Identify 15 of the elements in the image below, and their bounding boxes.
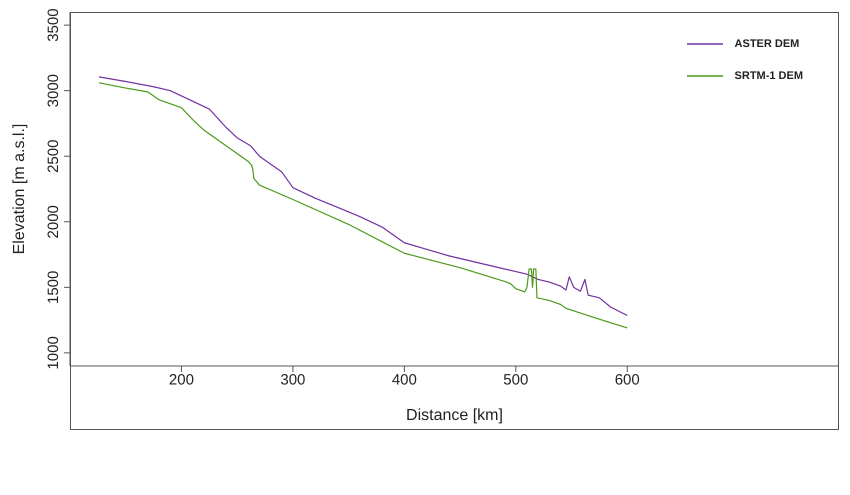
x-tick-label: 500 <box>503 372 528 389</box>
y-tick-label: 2500 <box>45 140 62 173</box>
y-tick-label: 3500 <box>45 8 62 42</box>
legend-label: SRTM-1 DEM <box>734 70 803 82</box>
y-tick-label: 2000 <box>45 205 62 238</box>
y-axis-title: Elevation [m a.s.l.] <box>11 124 28 254</box>
x-tick-label: 200 <box>168 372 194 389</box>
y-tick-label: 1000 <box>45 336 62 370</box>
y-tick-label: 1500 <box>45 270 62 304</box>
x-axis-title: Distance [km] <box>406 407 503 424</box>
x-tick-label: 400 <box>392 372 417 389</box>
y-tick-label: 3000 <box>45 74 62 108</box>
x-tick-label: 600 <box>614 372 640 389</box>
x-tick-label: 300 <box>280 372 306 389</box>
legend-label: ASTER DEM <box>734 38 800 50</box>
